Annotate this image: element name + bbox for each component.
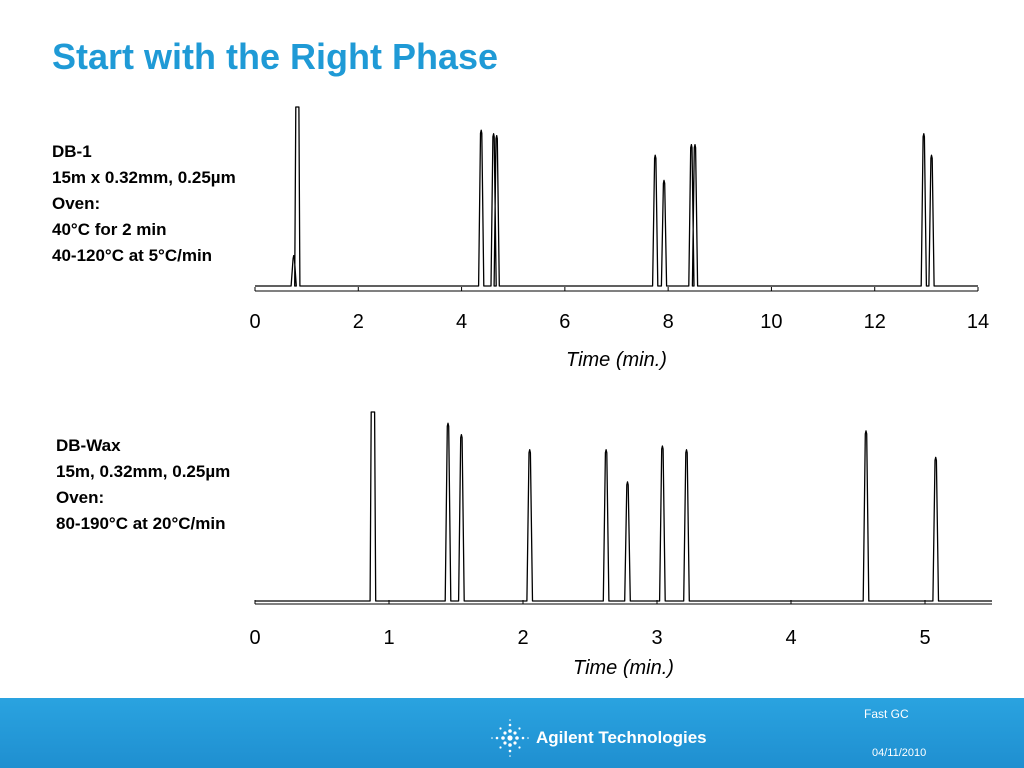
dbwax-phase-name: DB-Wax xyxy=(56,436,121,455)
x-tick-label-0-4: 8 xyxy=(663,311,674,333)
chromatogram-peak-0-10 xyxy=(931,154,932,156)
chromatogram-peak-1-9 xyxy=(935,456,937,458)
x-tick-label-1-5: 5 xyxy=(919,627,930,649)
x-axis-label-1: Time (min.) xyxy=(573,657,674,679)
x-tick-label-1-0: 0 xyxy=(249,627,260,649)
footer-bar: Fast GC Agilent Technologies 04/11/2010 xyxy=(0,698,1024,768)
db1-dimensions: 15m x 0.32mm, 0.25µm xyxy=(52,168,236,187)
chromatogram-peak-1-8 xyxy=(865,430,867,432)
chromatogram-peak-1-1 xyxy=(447,422,449,424)
dbwax-column-info: DB-Wax 15m, 0.32mm, 0.25µm Oven: 80-190°… xyxy=(56,433,230,537)
x-tick-label-1-2: 2 xyxy=(517,627,528,649)
db1-phase-name: DB-1 xyxy=(52,142,92,161)
x-tick-label-0-1: 2 xyxy=(353,311,364,333)
company-logo: Agilent Technologies xyxy=(490,718,707,758)
chromatogram-peak-0-9 xyxy=(923,133,925,135)
chromatogram-peak-0-7 xyxy=(690,144,692,146)
db1-oven-label: Oven: xyxy=(52,194,101,213)
chromatogram-peak-0-3 xyxy=(493,133,495,135)
chromatogram-peak-0-4 xyxy=(496,135,498,137)
x-tick-label-1-4: 4 xyxy=(785,627,796,649)
db1-column-info: DB-1 15m x 0.32mm, 0.25µm Oven: 40°C for… xyxy=(52,139,236,269)
chromatogram-peak-1-0 xyxy=(372,411,374,413)
x-axis-label-0: Time (min.) xyxy=(566,349,667,371)
footer-topic: Fast GC xyxy=(864,707,909,721)
db1-oven-hold: 40°C for 2 min xyxy=(52,220,167,239)
x-tick-label-0-5: 10 xyxy=(760,311,782,333)
chromatogram-peak-1-3 xyxy=(529,449,531,451)
footer-date: 04/11/2010 xyxy=(872,747,927,759)
x-tick-label-1-1: 1 xyxy=(383,627,394,649)
dbwax-chromatogram: 0 1 2 3 4 5 Time (min.) xyxy=(249,411,992,679)
dbwax-dimensions: 15m, 0.32mm, 0.25µm xyxy=(56,462,231,481)
chromatogram-peak-1-2 xyxy=(460,434,462,436)
x-tick-label-0-2: 4 xyxy=(456,311,467,333)
x-tick-label-0-7: 14 xyxy=(967,311,989,333)
chromatogram-peak-0-0 xyxy=(293,255,295,257)
company-name: Agilent Technologies xyxy=(536,728,707,747)
slide-title: Start with the Right Phase xyxy=(52,36,499,77)
chromatogram-peak-0-8 xyxy=(694,144,696,146)
db1-oven-ramp: 40-120°C at 5°C/min xyxy=(52,246,213,265)
dbwax-oven-ramp: 80-190°C at 20°C/min xyxy=(56,514,226,533)
db1-chromatogram: 0 2 4 6 8 10 12 14 Time (min.) xyxy=(249,106,989,371)
chromatogram-peak-1-4 xyxy=(605,449,607,451)
x-tick-label-0-0: 0 xyxy=(249,311,260,333)
chromatogram-peak-0-1 xyxy=(296,106,298,108)
x-tick-label-0-3: 6 xyxy=(559,311,570,333)
chromatogram-trace-1 xyxy=(255,411,992,602)
chromatogram-peak-1-6 xyxy=(661,445,663,447)
x-tick-label-1-3: 3 xyxy=(651,627,662,649)
chromatogram-peak-0-6 xyxy=(663,179,665,181)
chromatogram-peak-1-5 xyxy=(627,481,628,483)
chromatogram-peak-0-2 xyxy=(480,129,482,131)
chromatogram-peak-1-7 xyxy=(686,449,687,451)
agilent-spark-icon xyxy=(491,719,529,757)
chromatogram-trace-0 xyxy=(255,106,978,287)
dbwax-oven-label: Oven: xyxy=(56,488,105,507)
chromatogram-peak-0-5 xyxy=(654,154,656,156)
x-tick-label-0-6: 12 xyxy=(864,311,886,333)
